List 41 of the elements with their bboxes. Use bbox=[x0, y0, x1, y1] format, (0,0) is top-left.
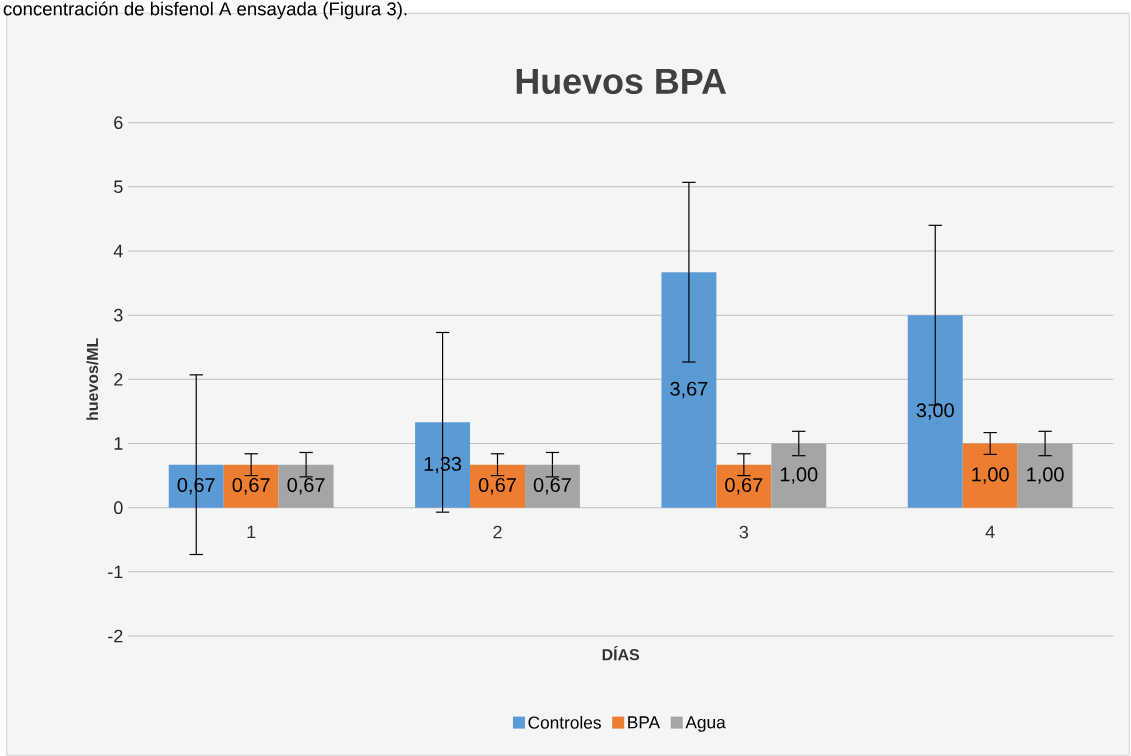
x-axis-title: DÍAS bbox=[602, 646, 640, 661]
x-tick-label: 1 bbox=[247, 525, 256, 539]
bar bbox=[524, 464, 580, 508]
bar bbox=[470, 464, 525, 508]
text: concentración de bisfenol A ensayada (Figura 3). bbox=[3, 1, 407, 20]
y-tick-label: 4 bbox=[113, 244, 123, 258]
legend-label: Agua bbox=[685, 716, 726, 732]
data-label: 0,67 bbox=[287, 477, 325, 495]
y-axis-title: huevos/ML bbox=[86, 338, 99, 420]
legend-label: BPA bbox=[628, 716, 661, 729]
data-label: 3,00 bbox=[916, 403, 954, 420]
bar bbox=[661, 272, 717, 508]
y-tick-label: 2 bbox=[114, 373, 123, 386]
legend-label: Controles bbox=[528, 716, 601, 729]
bar bbox=[278, 464, 334, 508]
bar bbox=[962, 443, 1018, 508]
data-label: 0,67 bbox=[232, 477, 270, 495]
bar bbox=[716, 464, 772, 508]
y-tick-label: -1 bbox=[108, 565, 123, 578]
data-label: 0,67 bbox=[725, 477, 763, 495]
y-tick-label: 1 bbox=[114, 437, 123, 450]
x-tick-label: 3 bbox=[739, 525, 749, 539]
bar bbox=[415, 422, 471, 508]
y-tick-label: 3 bbox=[114, 308, 123, 322]
bar bbox=[907, 315, 963, 508]
y-tick-label: 5 bbox=[114, 180, 123, 194]
y-tick-label: 6 bbox=[114, 116, 123, 130]
data-label: 1,00 bbox=[972, 467, 1009, 484]
chart-title: Huevos BPA bbox=[516, 68, 727, 95]
x-tick-label: 2 bbox=[493, 525, 502, 539]
data-label: 0,67 bbox=[533, 477, 571, 495]
y-tick-label: -2 bbox=[108, 629, 123, 643]
data-label: 3,67 bbox=[670, 381, 708, 399]
data-label: 1,00 bbox=[1027, 467, 1064, 484]
x-tick-label: 4 bbox=[985, 525, 995, 539]
bar bbox=[223, 464, 279, 508]
y-tick-label: 0 bbox=[114, 501, 123, 515]
data-label: 0,67 bbox=[478, 477, 516, 495]
data-label: 1,00 bbox=[780, 467, 818, 484]
bar bbox=[1017, 443, 1073, 508]
bar bbox=[771, 443, 827, 508]
